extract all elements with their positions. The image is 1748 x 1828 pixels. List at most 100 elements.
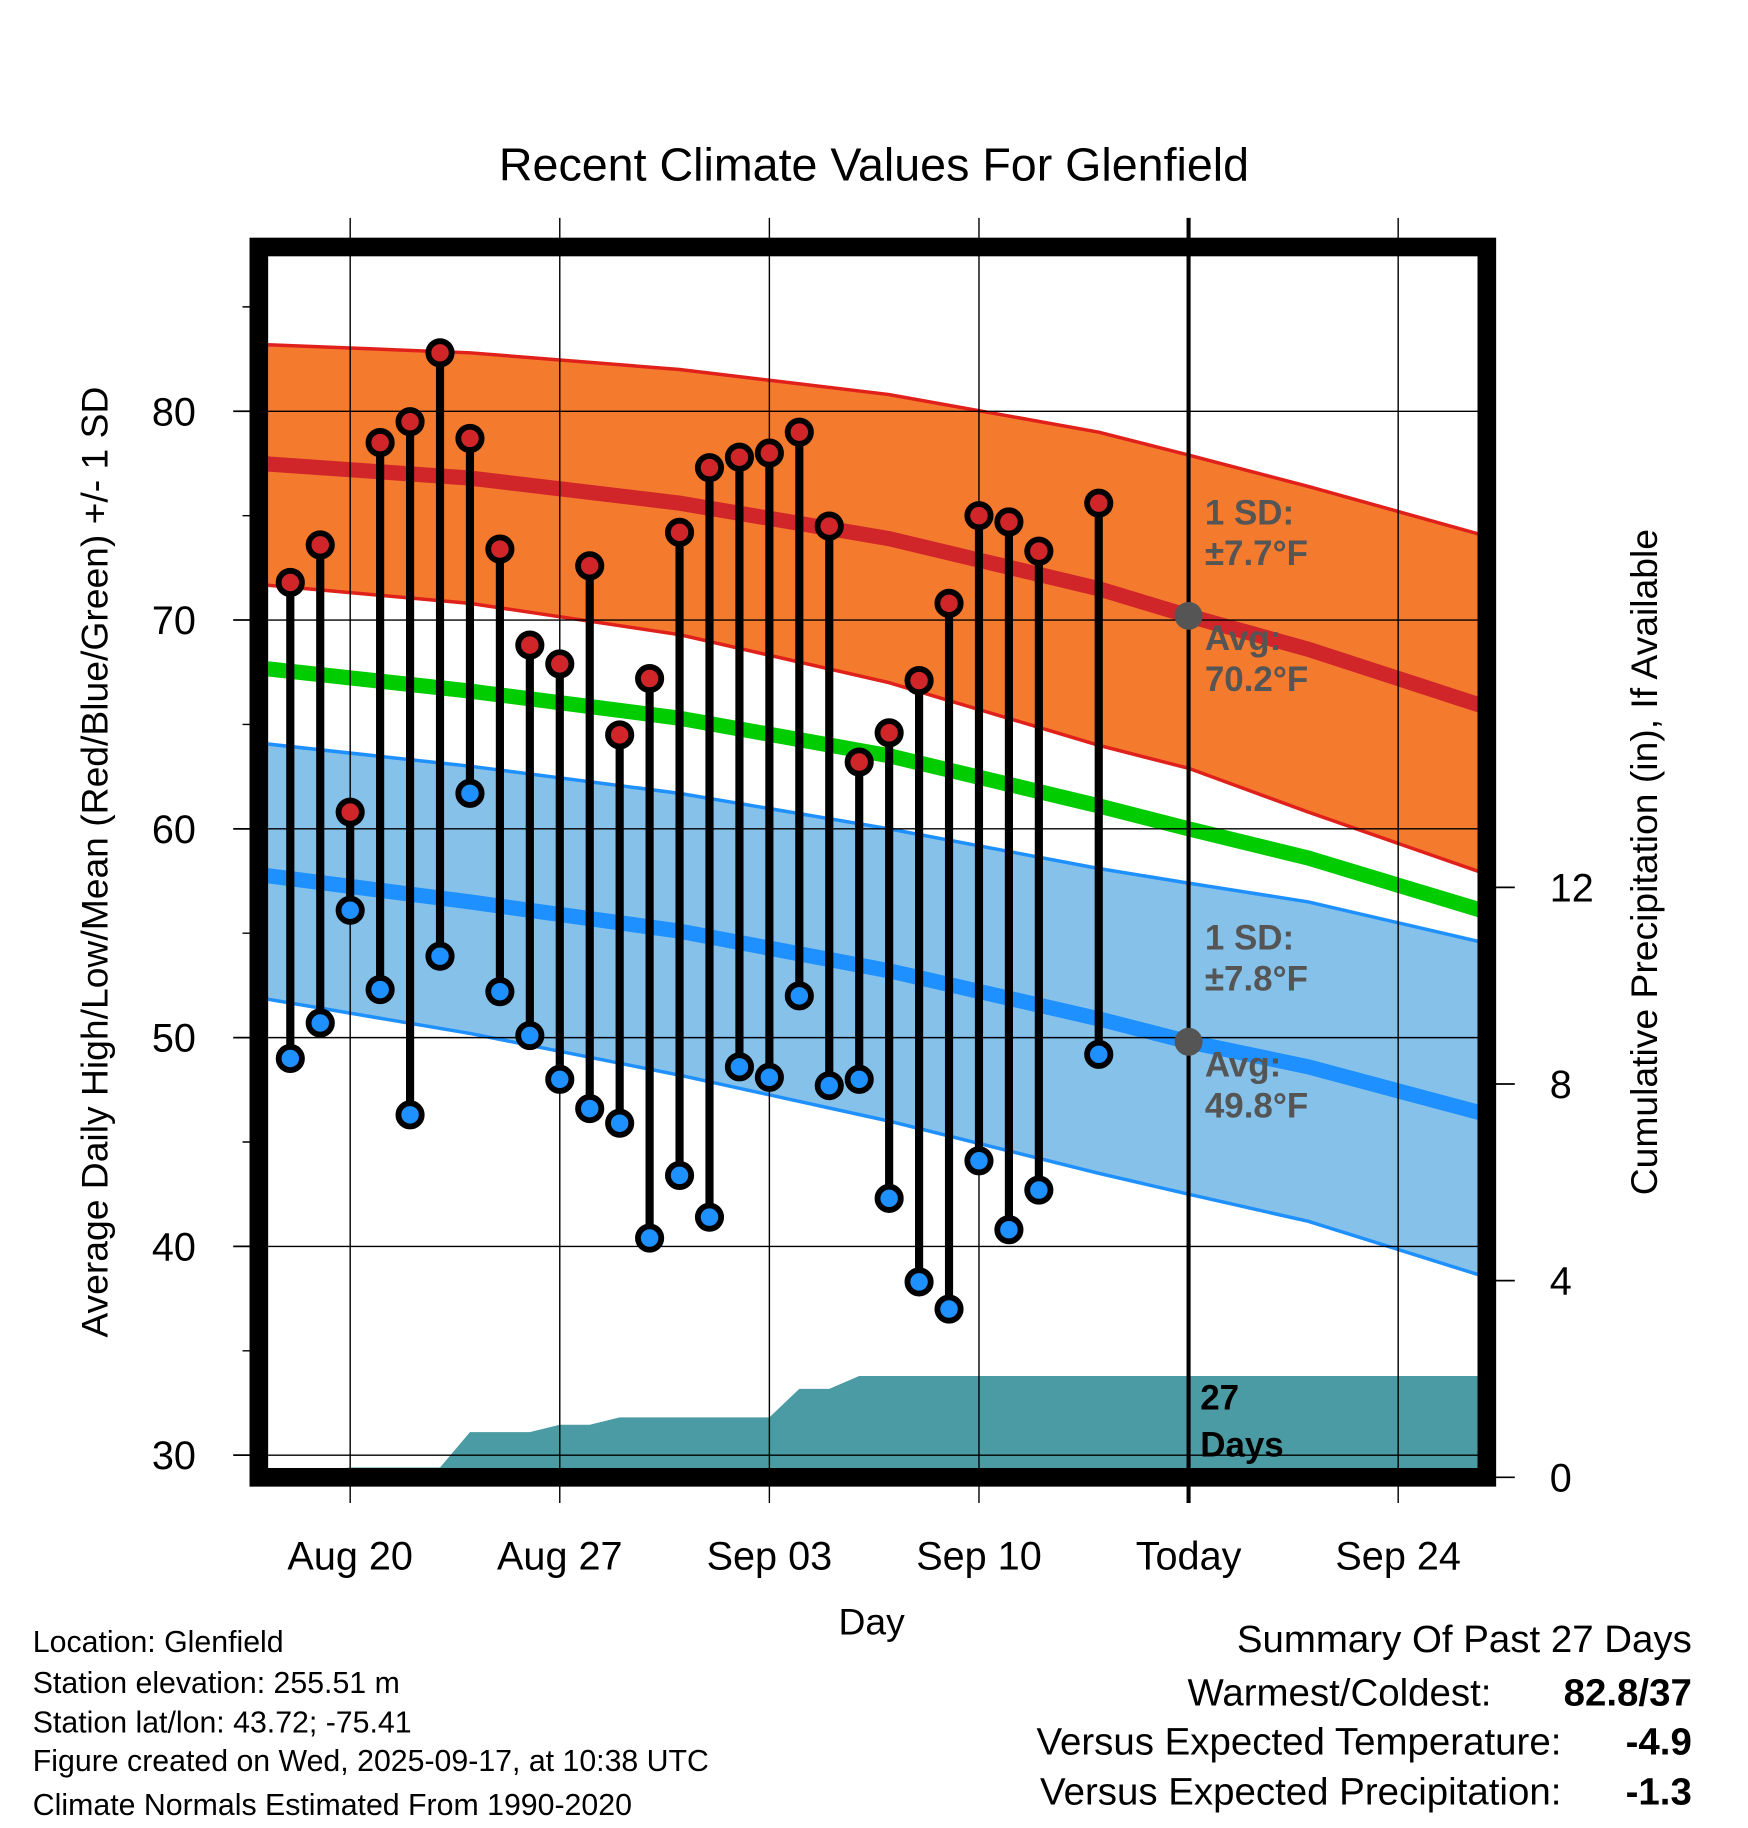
low-temp-point: [635, 1223, 665, 1253]
footer-created: Figure created on Wed, 2025-09-17, at 10…: [33, 1745, 709, 1778]
high-temp-point: [784, 417, 814, 447]
low-sd-value: ±7.8°F: [1205, 959, 1308, 998]
y2-tick-label: 0: [1550, 1456, 1572, 1500]
high-temp-point: [814, 511, 844, 541]
high-temp-point: [694, 453, 725, 483]
low-temp-point: [365, 975, 395, 1005]
chart-title: Recent Climate Values For Glenfield: [499, 139, 1249, 191]
warmest-coldest-value: 82.8/37: [1564, 1672, 1692, 1715]
low-temp-point: [664, 1160, 695, 1190]
x-axis-label: Day: [839, 1601, 906, 1643]
warmest-coldest-label: Warmest/Coldest:: [1187, 1672, 1491, 1715]
high-temp-point: [964, 501, 994, 531]
days-count: 27: [1200, 1379, 1239, 1418]
x-tick-label: Aug 20: [287, 1534, 413, 1578]
high-temp-point: [904, 666, 934, 696]
high-temp-point: [1084, 488, 1114, 518]
high-temp-point: [545, 649, 575, 679]
high-temp-point: [994, 507, 1024, 537]
high-temp-point: [515, 630, 545, 660]
summary-title: Summary Of Past 27 Days: [1237, 1618, 1692, 1661]
footer-latlon: Station lat/lon: 43.72; -75.41: [33, 1706, 412, 1739]
x-tick-label: Sep 03: [707, 1534, 833, 1578]
high-temp-point: [275, 567, 305, 598]
high-temp-point: [455, 423, 485, 453]
high-temp-point: [365, 428, 395, 458]
y-tick-label: 40: [152, 1225, 196, 1269]
x-tick-label: Today: [1136, 1534, 1242, 1578]
y-tick-label: 70: [152, 599, 196, 643]
high-temp-point: [425, 338, 455, 368]
low-temp-point: [994, 1215, 1024, 1245]
y-tick-label: 80: [152, 390, 196, 434]
y-tick-label: 50: [152, 1017, 196, 1061]
low-temp-point: [934, 1294, 964, 1324]
temp-vs-expected-value: -4.9: [1626, 1721, 1692, 1764]
y2-tick-label: 4: [1550, 1260, 1572, 1304]
y2-tick-label: 12: [1550, 866, 1594, 910]
annotations: 1 SD: ±7.7°F Avg: 70.2°F 1 SD: ±7.8°F Av…: [1200, 493, 1308, 1464]
x-tick-label: Sep 24: [1335, 1534, 1461, 1578]
high-temp-point: [1024, 536, 1054, 566]
avg-low-line: [268, 868, 1478, 1120]
summary: Summary Of Past 27 Days Warmest/Coldest:…: [1036, 1618, 1691, 1814]
y2-tick-label: 8: [1550, 1063, 1572, 1107]
low-avg-label: Avg:: [1205, 1046, 1281, 1085]
low-temp-point: [605, 1108, 635, 1138]
low-temp-point: [485, 977, 515, 1007]
high-temp-point: [874, 718, 904, 748]
days-label: Days: [1200, 1425, 1284, 1464]
high-temp-point: [305, 530, 335, 560]
high-temp-point: [575, 551, 605, 581]
footer-normals: Climate Normals Estimated From 1990-2020: [33, 1789, 632, 1822]
low-temp-point: [515, 1020, 545, 1051]
y-tick-label: 60: [152, 808, 196, 852]
precip-vs-expected-value: -1.3: [1626, 1771, 1692, 1814]
precip-vs-expected-label: Versus Expected Precipitation:: [1040, 1771, 1561, 1814]
low-temp-point: [455, 778, 485, 808]
high-temp-point: [485, 534, 515, 564]
high-sd-band: [268, 344, 1478, 872]
avg-high-line: [268, 456, 1478, 713]
high-temp-point: [635, 663, 665, 694]
footer-elevation: Station elevation: 255.51 m: [33, 1667, 400, 1700]
low-temp-point: [844, 1064, 874, 1094]
high-temp-point: [605, 720, 635, 750]
low-avg-value: 49.8°F: [1205, 1086, 1308, 1125]
today-avg-low-marker: [1174, 1027, 1203, 1056]
high-temp-point: [844, 747, 874, 777]
footer-info: Location: Glenfield Station elevation: 2…: [33, 1626, 709, 1822]
high-temp-point: [664, 517, 695, 547]
high-temp-point: [724, 442, 754, 472]
low-temp-point: [545, 1064, 575, 1094]
low-temp-point: [1024, 1175, 1054, 1205]
temp-vs-expected-label: Versus Expected Temperature:: [1036, 1721, 1561, 1764]
low-temp-point: [754, 1062, 784, 1092]
low-temp-point: [395, 1100, 425, 1130]
high-temp-point: [395, 407, 425, 437]
today-avg-high-marker: [1174, 601, 1203, 630]
low-temp-point: [784, 981, 814, 1011]
low-temp-point: [335, 895, 365, 925]
low-sd-band: [268, 744, 1478, 1275]
avg-mean-line: [268, 661, 1478, 918]
plot-frame: [249, 237, 1497, 1487]
low-temp-point: [694, 1202, 725, 1232]
x-tick-label: Aug 27: [497, 1534, 623, 1578]
high-avg-value: 70.2°F: [1205, 660, 1308, 699]
low-temp-point: [814, 1071, 844, 1101]
low-temp-point: [904, 1267, 934, 1297]
low-temp-point: [575, 1094, 605, 1124]
x-tick-label: Sep 10: [916, 1534, 1042, 1578]
precip-area: [345, 1376, 1478, 1468]
y-tick-label: 30: [152, 1434, 196, 1478]
low-temp-point: [964, 1146, 994, 1176]
low-temp-point: [305, 1008, 335, 1038]
low-sd-label: 1 SD:: [1205, 919, 1294, 958]
high-avg-label: Avg:: [1205, 619, 1281, 658]
high-temp-point: [335, 797, 365, 827]
low-sd-band-upper-edge: [268, 742, 1478, 944]
high-sd-band-lower-edge: [268, 583, 1478, 873]
y2-axis-label: Cumulative Precipitation (in), If Availa…: [1623, 529, 1665, 1195]
